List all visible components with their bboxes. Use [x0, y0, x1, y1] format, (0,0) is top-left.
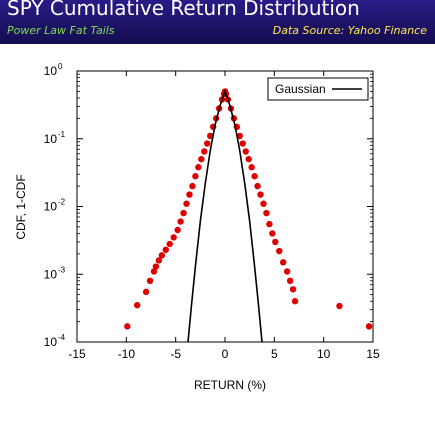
y-tick-label: 10: [44, 64, 58, 78]
data-point: [167, 241, 173, 247]
y-tick-exponent: -4: [58, 333, 66, 342]
y-tick-exponent: 0: [58, 62, 63, 71]
data-point: [292, 298, 298, 304]
data-point: [189, 183, 195, 189]
data-point: [192, 173, 198, 179]
x-tick-label: -15: [68, 347, 86, 361]
data-point: [147, 278, 153, 284]
y-tick-label: 10: [44, 267, 58, 281]
y-tick-exponent: -3: [58, 265, 66, 274]
data-point: [183, 200, 189, 206]
data-point: [159, 252, 165, 258]
y-axis-label: CDF, 1-CDF: [14, 174, 28, 239]
data-point: [336, 303, 342, 309]
data-point: [198, 156, 204, 162]
data-point: [366, 323, 372, 329]
y-tick-exponent: -1: [58, 130, 66, 139]
data-point: [257, 191, 263, 197]
data-point: [290, 286, 296, 292]
data-point: [204, 140, 210, 146]
y-tick-label: 10: [44, 200, 58, 214]
data-point: [170, 234, 176, 240]
data-point: [177, 218, 183, 224]
data-point: [163, 247, 169, 253]
legend-label: Gaussian: [275, 82, 326, 96]
data-point: [201, 148, 207, 154]
x-axis-label: RETURN (%): [194, 378, 266, 392]
data-point: [276, 248, 282, 254]
gaussian-curve: [188, 91, 262, 342]
y-tick-exponent: -2: [58, 198, 66, 207]
data-point: [134, 302, 140, 308]
data-point: [248, 164, 254, 170]
data-point: [263, 210, 269, 216]
y-tick-label: 10: [44, 335, 58, 349]
data-point: [180, 210, 186, 216]
data-point: [243, 148, 249, 154]
x-tick-label: 5: [271, 347, 278, 361]
data-point: [153, 263, 159, 269]
data-point: [240, 140, 246, 146]
data-point: [280, 259, 286, 265]
x-tick-label: -10: [118, 347, 136, 361]
data-point: [269, 230, 275, 236]
data-point: [251, 173, 257, 179]
data-point: [174, 227, 180, 233]
legend: Gaussian: [268, 78, 368, 100]
data-point: [284, 268, 290, 274]
x-tick-label: 10: [317, 347, 331, 361]
data-point: [186, 191, 192, 197]
data-point: [195, 164, 201, 170]
x-tick-label: -5: [170, 347, 181, 361]
data-point: [266, 221, 272, 227]
y-tick-label: 10: [44, 132, 58, 146]
data-point: [245, 156, 251, 162]
x-tick-label: 15: [366, 347, 380, 361]
data-point: [254, 183, 260, 189]
data-point: [287, 278, 293, 284]
plot-frame: [77, 71, 373, 342]
data-point: [260, 200, 266, 206]
data-point: [124, 323, 130, 329]
data-point: [143, 289, 149, 295]
axis-ticks-layer: [77, 71, 373, 342]
data-point: [272, 239, 278, 245]
x-tick-label: 0: [222, 347, 229, 361]
